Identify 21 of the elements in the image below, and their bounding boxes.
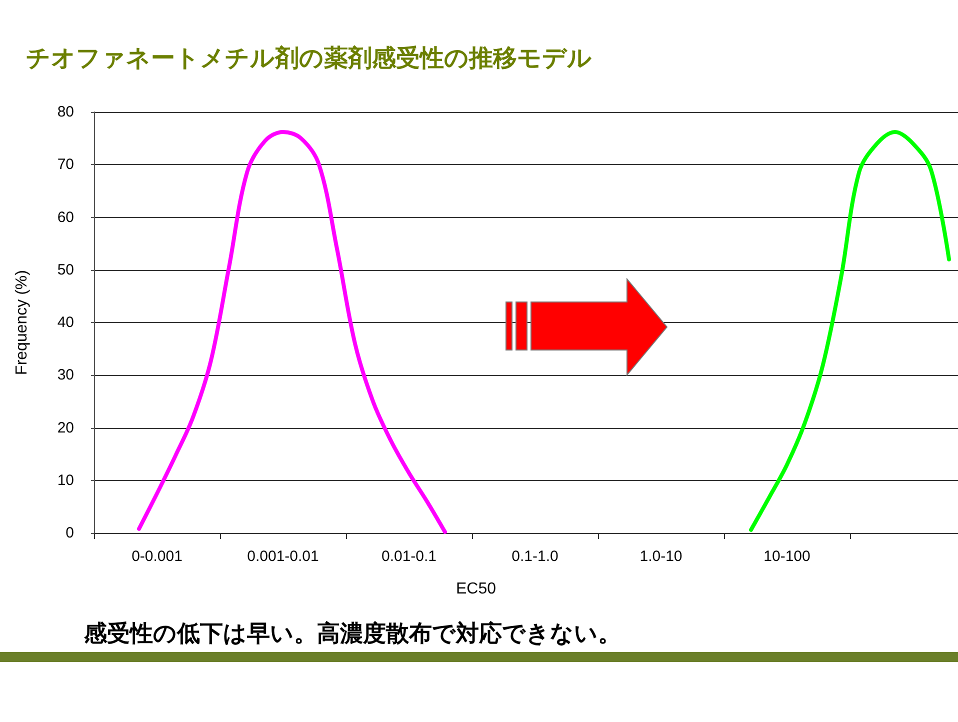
y-tick-label: 0 (66, 524, 74, 542)
y-tick-label: 40 (57, 314, 74, 331)
x-tick-label: 0.01-0.1 (381, 548, 437, 565)
x-tick-label: 10-100 (764, 548, 810, 565)
y-axis-title: Frequency (%) (14, 270, 30, 375)
x-tick-label: 1.0-10 (640, 548, 682, 565)
y-tick-label: 20 (57, 419, 74, 436)
x-tick-label: 0.1-1.0 (512, 548, 558, 565)
x-axis-title: EC50 (456, 580, 496, 598)
chart-title: チオファネートメチル剤の薬剤感受性の推移モデル (26, 43, 592, 74)
x-tick-label: 0-0.001 (132, 548, 182, 565)
x-tick-label: 0.001-0.01 (247, 548, 319, 565)
text: 感受性の低下は早い。高濃度散布で対応できない。 (84, 620, 621, 649)
y-tick-label: 60 (57, 208, 74, 226)
line-series (137, 130, 447, 534)
y-tick-label: 50 (57, 261, 74, 278)
line-series (749, 130, 951, 532)
y-tick-label: 70 (57, 156, 74, 174)
y-tick-label: 80 (57, 104, 74, 120)
y-tick-label: 30 (57, 366, 74, 384)
y-tick-label: 10 (57, 472, 74, 489)
